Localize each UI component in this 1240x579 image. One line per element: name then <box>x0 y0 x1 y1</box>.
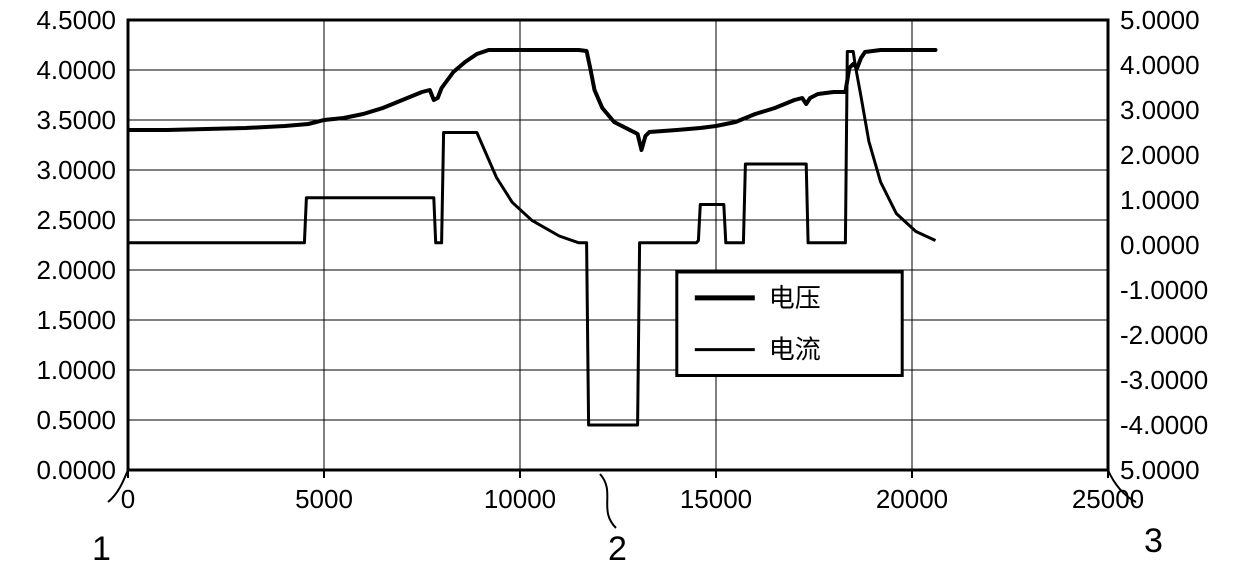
y-right-tick-label: -1.0000 <box>1120 275 1208 305</box>
y-left-tick-label: 1.5000 <box>36 305 116 335</box>
x-tick-label: 5000 <box>295 484 353 514</box>
y-left-tick-label: 0.0000 <box>36 455 116 485</box>
y-left-tick-label: 4.0000 <box>36 55 116 85</box>
y-left-tick-label: 1.0000 <box>36 355 116 385</box>
y-right-tick-label: 5.0000 <box>1120 455 1200 485</box>
x-tick-label: 15000 <box>680 484 752 514</box>
y-right-tick-label: 5.0000 <box>1120 5 1200 35</box>
x-tick-label: 0 <box>121 484 135 514</box>
legend: 电压电流 <box>677 272 902 376</box>
y-right-tick-label: 4.0000 <box>1120 50 1200 80</box>
x-tick-label: 25000 <box>1072 484 1144 514</box>
x-tick-label: 20000 <box>876 484 948 514</box>
y-right-tick-label: -2.0000 <box>1120 320 1208 350</box>
y-right-tick-label: 2.0000 <box>1120 140 1200 170</box>
legend-label-voltage: 电压 <box>769 283 821 313</box>
legend-label-current: 电流 <box>769 335 821 365</box>
y-left-tick-label: 3.0000 <box>36 155 116 185</box>
x-tick-label: 10000 <box>484 484 556 514</box>
y-right-tick-label: -3.0000 <box>1120 365 1208 395</box>
y-left-tick-label: 0.5000 <box>36 405 116 435</box>
y-right-ticks: 5.0000 -4.0000 -3.0000 -2.0000 -1.0000 0.0000… <box>1120 5 1208 485</box>
callout-label-1: 1 <box>92 530 111 568</box>
y-right-tick-label: 3.0000 <box>1120 95 1200 125</box>
y-left-tick-label: 2.5000 <box>36 205 116 235</box>
y-left-tick-label: 3.5000 <box>36 105 116 135</box>
chart-bg <box>0 0 1240 579</box>
callout-label-2: 2 <box>608 530 627 568</box>
y-left-tick-label: 4.5000 <box>36 5 116 35</box>
callout-label-3: 3 <box>1144 522 1163 560</box>
dual-axis-line-chart: 0.0000 0.5000 1.0000 1.5000 2.0000 2.5000 3.00… <box>0 0 1240 579</box>
y-right-tick-label: 0.0000 <box>1120 230 1200 260</box>
y-right-tick-label: 1.0000 <box>1120 185 1200 215</box>
y-right-tick-label: -4.0000 <box>1120 410 1208 440</box>
y-left-tick-label: 2.0000 <box>36 255 116 285</box>
